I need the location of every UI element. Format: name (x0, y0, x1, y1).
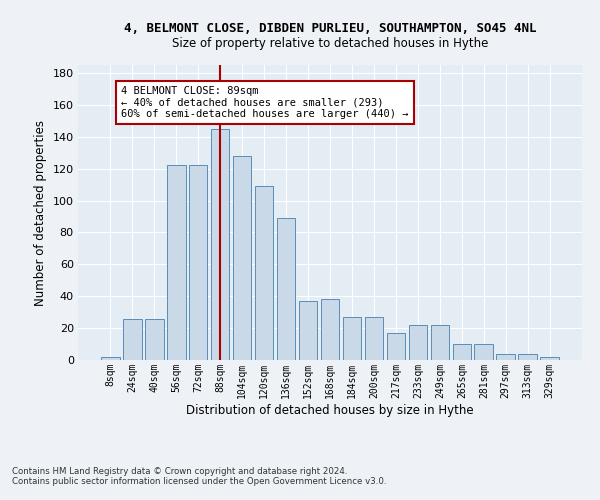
Bar (452, 344, 471, 360)
Bar (431, 325, 449, 360)
Text: 4 BELMONT CLOSE: 89sqm
← 40% of detached houses are smaller (293)
60% of semi-de: 4 BELMONT CLOSE: 89sqm ← 40% of detached… (121, 86, 409, 119)
Bar (386, 333, 405, 360)
Bar (409, 325, 427, 360)
Bar (167, 166, 185, 360)
X-axis label: Distribution of detached houses by size in Hythe: Distribution of detached houses by size … (186, 404, 474, 416)
Bar (123, 318, 142, 360)
Bar (299, 301, 317, 360)
Bar (496, 354, 515, 360)
Bar (320, 300, 340, 360)
Bar (541, 357, 559, 360)
Bar (475, 344, 493, 360)
Bar (255, 186, 274, 360)
Text: Size of property relative to detached houses in Hythe: Size of property relative to detached ho… (172, 38, 488, 51)
Bar (101, 357, 119, 360)
Text: Contains HM Land Registry data © Crown copyright and database right 2024.: Contains HM Land Registry data © Crown c… (12, 467, 347, 476)
Text: Contains public sector information licensed under the Open Government Licence v3: Contains public sector information licen… (12, 477, 386, 486)
Bar (518, 354, 537, 360)
Bar (189, 166, 208, 360)
Bar (211, 129, 229, 360)
Text: 4, BELMONT CLOSE, DIBDEN PURLIEU, SOUTHAMPTON, SO45 4NL: 4, BELMONT CLOSE, DIBDEN PURLIEU, SOUTHA… (124, 22, 536, 36)
Bar (145, 318, 164, 360)
Bar (365, 317, 383, 360)
Bar (343, 317, 361, 360)
Bar (277, 218, 295, 360)
Bar (233, 156, 251, 360)
Y-axis label: Number of detached properties: Number of detached properties (34, 120, 47, 306)
